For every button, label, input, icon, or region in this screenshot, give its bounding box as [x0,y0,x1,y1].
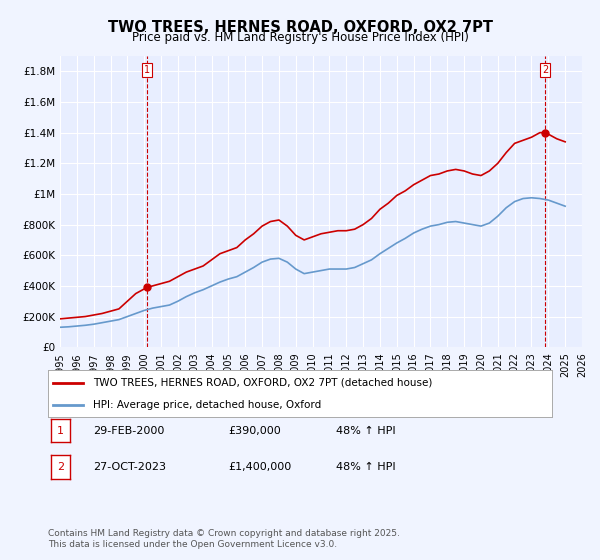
Text: 27-OCT-2023: 27-OCT-2023 [93,462,166,472]
Text: 1: 1 [57,426,64,436]
Text: TWO TREES, HERNES ROAD, OXFORD, OX2 7PT: TWO TREES, HERNES ROAD, OXFORD, OX2 7PT [107,20,493,35]
Text: HPI: Average price, detached house, Oxford: HPI: Average price, detached house, Oxfo… [94,400,322,410]
Text: Price paid vs. HM Land Registry's House Price Index (HPI): Price paid vs. HM Land Registry's House … [131,31,469,44]
Text: 2: 2 [542,65,548,74]
Text: 48% ↑ HPI: 48% ↑ HPI [336,426,395,436]
Text: 2: 2 [57,462,64,472]
Text: 48% ↑ HPI: 48% ↑ HPI [336,462,395,472]
Text: £390,000: £390,000 [228,426,281,436]
Text: Contains HM Land Registry data © Crown copyright and database right 2025.
This d: Contains HM Land Registry data © Crown c… [48,529,400,549]
Text: TWO TREES, HERNES ROAD, OXFORD, OX2 7PT (detached house): TWO TREES, HERNES ROAD, OXFORD, OX2 7PT … [94,378,433,388]
Text: £1,400,000: £1,400,000 [228,462,291,472]
Text: 29-FEB-2000: 29-FEB-2000 [93,426,164,436]
Text: 1: 1 [144,65,150,74]
